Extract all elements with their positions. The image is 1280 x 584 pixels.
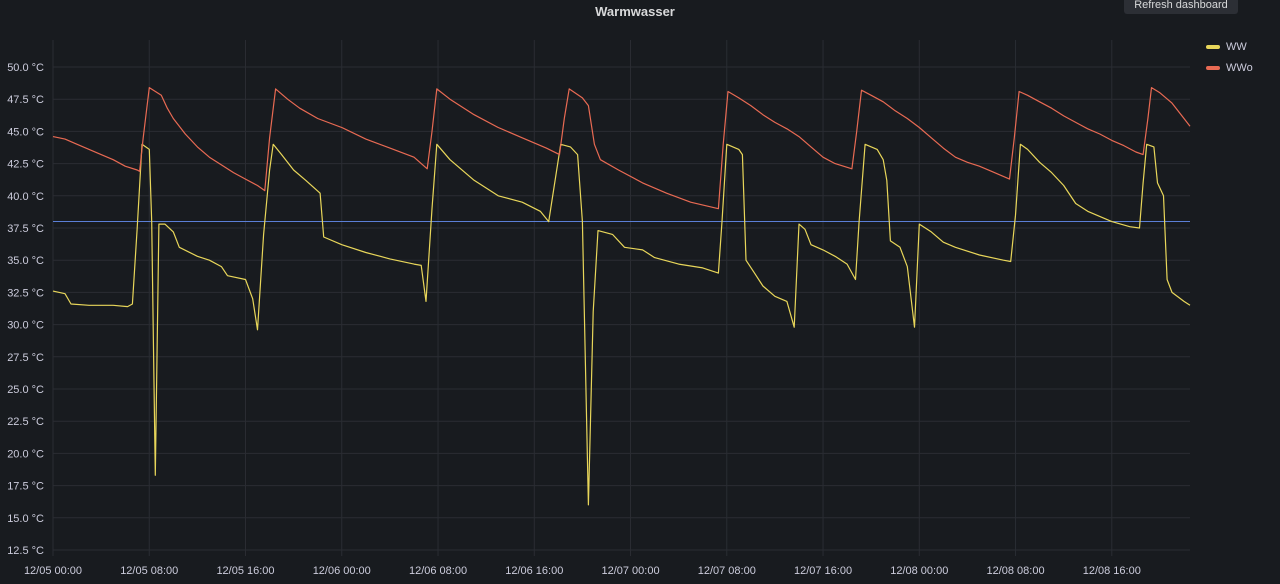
legend: WW WWo bbox=[1206, 36, 1253, 78]
y-tick-label: 40.0 °C bbox=[7, 191, 44, 203]
y-tick-label: 17.5 °C bbox=[7, 481, 44, 493]
y-tick-label: 15.0 °C bbox=[7, 513, 44, 525]
y-tick-label: 32.5 °C bbox=[7, 287, 44, 299]
legend-label-wwo: WWo bbox=[1226, 61, 1253, 74]
y-tick-label: 42.5 °C bbox=[7, 159, 44, 171]
legend-label-ww: WW bbox=[1226, 40, 1247, 53]
x-tick-label: 12/06 16:00 bbox=[505, 565, 563, 577]
x-tick-label: 12/08 08:00 bbox=[986, 565, 1044, 577]
legend-swatch-wwo bbox=[1206, 65, 1220, 70]
chart-grid bbox=[52, 40, 1190, 556]
legend-item-wwo[interactable]: WWo bbox=[1206, 57, 1253, 78]
y-tick-label: 47.5 °C bbox=[7, 94, 44, 106]
series-lines bbox=[52, 86, 1191, 506]
y-tick-label: 27.5 °C bbox=[7, 352, 44, 364]
x-tick-label: 12/07 16:00 bbox=[794, 565, 852, 577]
y-tick-label: 45.0 °C bbox=[7, 126, 44, 138]
series-line-wwo bbox=[52, 86, 1191, 210]
x-tick-label: 12/06 08:00 bbox=[409, 565, 467, 577]
x-tick-label: 12/07 08:00 bbox=[698, 565, 756, 577]
legend-item-ww[interactable]: WW bbox=[1206, 36, 1253, 57]
y-tick-label: 20.0 °C bbox=[7, 448, 44, 460]
x-tick-label: 12/08 00:00 bbox=[890, 565, 948, 577]
x-tick-label: 12/05 08:00 bbox=[120, 565, 178, 577]
x-tick-label: 12/07 00:00 bbox=[601, 565, 659, 577]
refresh-dashboard-button[interactable]: Refresh dashboard bbox=[1124, 0, 1238, 14]
y-tick-label: 22.5 °C bbox=[7, 416, 44, 428]
panel-title: Warmwasser bbox=[595, 4, 675, 19]
y-tick-label: 30.0 °C bbox=[7, 320, 44, 332]
x-tick-label: 12/05 16:00 bbox=[216, 565, 274, 577]
y-axis-ticks: 50.0 °C 47.5 °C 45.0 °C 42.5 °C 40.0 °C 37.5 … bbox=[7, 62, 44, 557]
x-tick-label: 12/06 00:00 bbox=[313, 565, 371, 577]
x-tick-label: 12/08 16:00 bbox=[1083, 565, 1141, 577]
x-tick-label: 12/05 00:00 bbox=[24, 565, 82, 577]
x-axis-ticks: 12/05 00:00 12/05 08:00 12/05 16:00 12/06 0… bbox=[24, 565, 1141, 577]
y-tick-label: 12.5 °C bbox=[7, 545, 44, 557]
y-tick-label: 50.0 °C bbox=[7, 62, 44, 74]
y-tick-label: 25.0 °C bbox=[7, 384, 44, 396]
series-line-ww bbox=[52, 143, 1191, 506]
legend-swatch-ww bbox=[1206, 44, 1220, 49]
y-tick-label: 35.0 °C bbox=[7, 255, 44, 267]
y-tick-label: 37.5 °C bbox=[7, 223, 44, 235]
